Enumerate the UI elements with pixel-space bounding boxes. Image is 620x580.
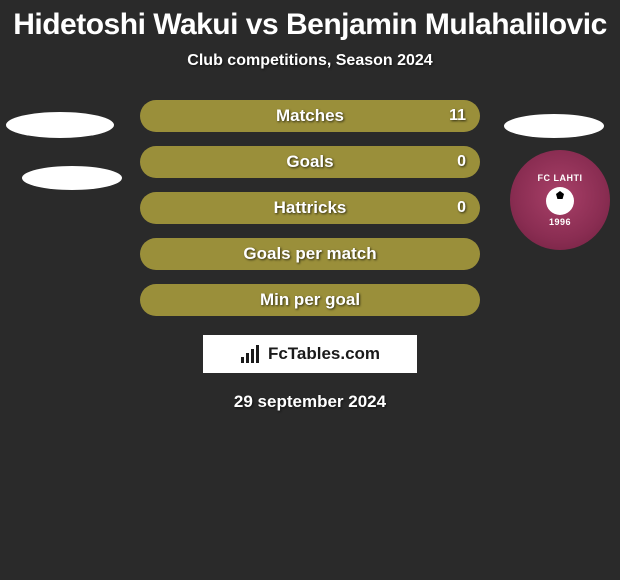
stat-bars: Matches 11 Goals 0 Hattricks 0 Goals per… xyxy=(140,100,480,316)
stat-label: Min per goal xyxy=(260,290,360,310)
stat-value: 0 xyxy=(457,199,466,217)
footer-date: 29 september 2024 xyxy=(10,374,610,430)
club-logo-badge: FC LAHTI 1996 xyxy=(510,150,610,250)
stat-label: Hattricks xyxy=(274,198,347,218)
club-logo-text: FC LAHTI xyxy=(538,173,583,183)
stat-value: 0 xyxy=(457,153,466,171)
soccer-ball-icon xyxy=(546,187,574,215)
stat-bar-matches: Matches 11 xyxy=(140,100,480,132)
brand-attribution[interactable]: FcTables.com xyxy=(202,334,418,374)
placeholder-ellipse xyxy=(22,166,122,190)
right-player-placeholder xyxy=(504,114,604,138)
page-title: Hidetoshi Wakui vs Benjamin Mulahalilovi… xyxy=(0,0,620,48)
stat-value: 11 xyxy=(449,107,466,125)
brand-chart-icon xyxy=(240,345,262,363)
stat-bar-goals-per-match: Goals per match xyxy=(140,238,480,270)
stat-label: Goals per match xyxy=(243,244,376,264)
comparison-area: FC LAHTI 1996 Matches 11 Goals 0 Hattric… xyxy=(0,100,620,430)
stat-bar-min-per-goal: Min per goal xyxy=(140,284,480,316)
stat-label: Matches xyxy=(276,106,344,126)
stat-label: Goals xyxy=(286,152,333,172)
left-player-placeholder xyxy=(6,112,122,190)
stat-bar-goals: Goals 0 xyxy=(140,146,480,178)
subtitle: Club competitions, Season 2024 xyxy=(0,48,620,84)
brand-text: FcTables.com xyxy=(268,344,380,364)
placeholder-ellipse xyxy=(6,112,114,138)
club-logo: FC LAHTI 1996 xyxy=(510,150,610,250)
club-logo-year: 1996 xyxy=(538,217,583,227)
stat-bar-hattricks: Hattricks 0 xyxy=(140,192,480,224)
